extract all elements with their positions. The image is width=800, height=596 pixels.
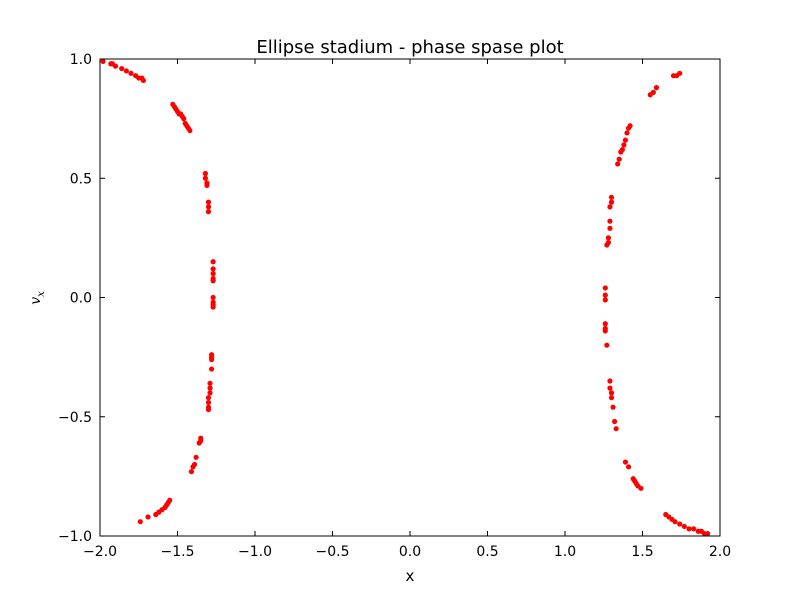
data-point bbox=[691, 526, 697, 532]
data-point bbox=[625, 464, 632, 470]
data-point bbox=[100, 58, 106, 64]
data-point bbox=[602, 297, 608, 303]
data-point bbox=[209, 356, 215, 363]
data-point bbox=[145, 514, 151, 520]
data-point bbox=[210, 294, 216, 301]
x-axis-ticks: −2.0 −1.5 −1.0 −0.5 0.0 0.5 1.0 1.5 2.0 bbox=[83, 59, 731, 560]
data-point bbox=[604, 242, 610, 248]
data-points bbox=[100, 58, 711, 537]
data-point bbox=[205, 399, 212, 406]
data-point bbox=[119, 65, 125, 72]
x-tick-label: −2.0 bbox=[83, 544, 117, 560]
y-tick-label: 1.0 bbox=[70, 52, 92, 68]
data-point bbox=[137, 519, 143, 525]
y-axis-label-sub: x bbox=[36, 291, 47, 297]
data-point bbox=[210, 278, 216, 284]
data-point bbox=[210, 259, 216, 265]
data-point bbox=[616, 156, 622, 162]
y-tick-label: −0.5 bbox=[58, 410, 92, 426]
data-point bbox=[607, 225, 613, 231]
data-point bbox=[190, 464, 196, 470]
data-point bbox=[670, 73, 677, 79]
data-point bbox=[204, 182, 210, 189]
x-tick-label: −1.0 bbox=[238, 544, 272, 560]
data-point bbox=[607, 378, 613, 384]
x-tick-label: −1.5 bbox=[161, 544, 195, 560]
data-point bbox=[612, 418, 618, 425]
data-point bbox=[205, 406, 212, 413]
data-point bbox=[608, 199, 615, 205]
data-point bbox=[686, 526, 692, 532]
data-point bbox=[128, 70, 134, 76]
y-axis-ticks: 1.0 0.5 0.0 −0.5 −1.0 bbox=[58, 52, 720, 545]
data-point bbox=[602, 285, 608, 291]
data-point bbox=[153, 511, 159, 518]
data-point bbox=[608, 390, 615, 396]
data-point bbox=[202, 170, 208, 177]
data-point bbox=[602, 292, 608, 298]
data-point bbox=[624, 130, 630, 136]
data-point bbox=[207, 380, 213, 386]
x-axis-label: x bbox=[406, 567, 415, 585]
y-tick-label: −1.0 bbox=[58, 529, 92, 545]
data-point bbox=[210, 266, 216, 272]
data-point bbox=[705, 531, 711, 537]
data-point bbox=[608, 395, 615, 401]
x-tick-label: 1.0 bbox=[554, 544, 576, 560]
data-point bbox=[625, 125, 632, 131]
data-point bbox=[677, 521, 683, 527]
y-axis-label: vx bbox=[28, 291, 47, 305]
data-point bbox=[205, 209, 212, 215]
data-point bbox=[207, 385, 213, 391]
data-point bbox=[607, 204, 613, 210]
data-point bbox=[681, 523, 687, 530]
data-point bbox=[140, 77, 146, 84]
data-point bbox=[653, 85, 660, 91]
data-point bbox=[604, 342, 610, 348]
data-point bbox=[207, 390, 213, 396]
data-point bbox=[607, 385, 613, 391]
data-point bbox=[638, 485, 644, 491]
data-point bbox=[205, 395, 212, 401]
data-point bbox=[605, 235, 612, 241]
chart-title: Ellipse stadium - phase spase plot bbox=[256, 37, 563, 58]
data-point bbox=[187, 127, 193, 134]
x-tick-label: −0.5 bbox=[316, 544, 350, 560]
y-axis-label-main: v bbox=[28, 297, 44, 305]
data-point bbox=[615, 161, 621, 167]
data-point bbox=[196, 440, 202, 446]
x-tick-label: 0.5 bbox=[476, 544, 498, 560]
x-tick-label: 0.0 bbox=[399, 544, 421, 560]
y-tick-label: 0.5 bbox=[70, 171, 92, 187]
data-point bbox=[672, 519, 678, 525]
data-point bbox=[193, 454, 199, 460]
data-point bbox=[112, 63, 119, 69]
data-point bbox=[188, 469, 195, 475]
data-point bbox=[618, 149, 624, 155]
x-tick-label: 1.5 bbox=[631, 544, 653, 560]
data-point bbox=[602, 328, 608, 334]
data-point bbox=[622, 459, 629, 465]
data-point bbox=[205, 204, 212, 210]
data-point bbox=[205, 199, 212, 205]
data-point bbox=[123, 68, 129, 74]
data-point bbox=[607, 218, 613, 224]
data-point bbox=[181, 116, 187, 122]
y-tick-label: 0.0 bbox=[70, 291, 92, 307]
data-point bbox=[621, 142, 627, 148]
data-point bbox=[209, 366, 215, 372]
data-point bbox=[202, 175, 208, 181]
x-tick-label: 2.0 bbox=[709, 544, 731, 560]
data-point bbox=[602, 321, 608, 327]
data-point bbox=[622, 137, 629, 143]
data-point bbox=[613, 426, 619, 432]
data-point bbox=[610, 404, 616, 410]
data-point bbox=[647, 92, 653, 98]
data-point bbox=[210, 304, 216, 310]
data-point bbox=[210, 271, 216, 277]
data-point bbox=[608, 194, 615, 200]
